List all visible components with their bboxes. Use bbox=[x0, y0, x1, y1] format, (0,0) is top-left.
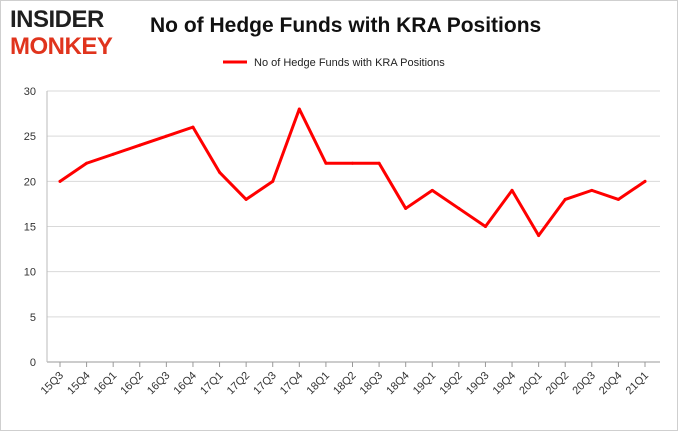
y-tick-label: 0 bbox=[30, 357, 36, 369]
legend-label: No of Hedge Funds with KRA Positions bbox=[254, 57, 445, 69]
x-tick-label: 19Q4 bbox=[491, 370, 519, 398]
data-point bbox=[483, 225, 487, 228]
y-tick-label: 20 bbox=[24, 176, 36, 188]
logo-line-2: MONKEY bbox=[10, 33, 113, 60]
y-tick-label: 30 bbox=[24, 86, 36, 98]
x-tick-label: 18Q1 bbox=[305, 370, 333, 398]
series-line-0 bbox=[58, 107, 647, 238]
x-tick-label: 20Q2 bbox=[544, 370, 572, 398]
data-point bbox=[537, 234, 541, 238]
x-tick-label: 20Q3 bbox=[570, 370, 598, 398]
data-point bbox=[58, 179, 62, 183]
x-tick-label: 17Q4 bbox=[278, 370, 306, 398]
data-point bbox=[111, 152, 115, 156]
data-point bbox=[430, 188, 434, 192]
x-tick-label: 19Q3 bbox=[464, 370, 492, 398]
x-tick-label: 20Q4 bbox=[597, 370, 625, 398]
x-tick-label: 18Q2 bbox=[331, 370, 359, 398]
data-point bbox=[377, 161, 381, 165]
x-tick-label: 16Q3 bbox=[145, 370, 173, 398]
grid-lines bbox=[47, 90, 660, 363]
x-tick-label: 17Q3 bbox=[251, 370, 279, 398]
data-point bbox=[351, 161, 354, 165]
x-tick-label: 19Q2 bbox=[437, 370, 465, 398]
data-point bbox=[563, 197, 567, 201]
series-lines bbox=[58, 107, 647, 238]
chart-title: No of Hedge Funds with KRA Positions bbox=[150, 14, 542, 37]
x-tick-label: 17Q2 bbox=[225, 370, 253, 398]
y-tick-labels: 0 5 10 15 20 25 30 bbox=[24, 86, 36, 369]
data-point bbox=[191, 125, 195, 129]
y-tick-label: 5 bbox=[30, 312, 36, 324]
data-point bbox=[590, 188, 594, 192]
data-point bbox=[138, 143, 142, 147]
data-point bbox=[324, 161, 328, 165]
x-tick-label: 16Q1 bbox=[92, 370, 120, 398]
data-point bbox=[510, 188, 514, 192]
x-tick-label: 18Q4 bbox=[384, 370, 412, 398]
logo-line-1: INSIDER bbox=[10, 6, 104, 33]
x-tick-label: 20Q1 bbox=[517, 370, 545, 398]
legend: No of Hedge Funds with KRA Positions bbox=[223, 57, 445, 69]
x-tick-label: 21Q1 bbox=[624, 370, 652, 398]
data-point bbox=[271, 179, 275, 183]
data-point bbox=[643, 179, 647, 183]
y-tick-label: 15 bbox=[24, 222, 36, 234]
y-tick-label: 10 bbox=[24, 267, 36, 279]
x-tick-label: 16Q4 bbox=[172, 370, 200, 398]
x-tick-label: 17Q1 bbox=[198, 370, 226, 398]
data-point bbox=[218, 170, 222, 174]
data-point bbox=[85, 161, 89, 165]
x-tick-label: 16Q2 bbox=[118, 370, 146, 398]
data-point bbox=[404, 206, 408, 210]
x-tick-label: 18Q3 bbox=[358, 370, 386, 398]
insider-monkey-logo: INSIDER MONKEY bbox=[10, 6, 113, 60]
x-tick-label: 15Q4 bbox=[65, 370, 93, 398]
data-point bbox=[457, 206, 461, 210]
x-tick-labels: 15Q3 15Q4 16Q1 16Q2 16Q3 16Q4 17Q1 17Q2 17Q3 17Q4… bbox=[39, 362, 652, 398]
data-point bbox=[244, 197, 248, 201]
data-point bbox=[297, 107, 301, 111]
x-tick-label: 19Q1 bbox=[411, 370, 439, 398]
x-tick-label: 15Q3 bbox=[39, 370, 67, 398]
data-point bbox=[616, 197, 620, 201]
y-tick-label: 25 bbox=[24, 131, 36, 143]
data-point bbox=[164, 134, 168, 138]
